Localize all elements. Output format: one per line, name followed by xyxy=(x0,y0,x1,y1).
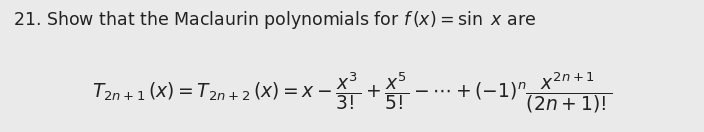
Text: $T_{2n+1}\,(x) = T_{2n+2}\,(x) = x - \dfrac{x^3}{3!} + \dfrac{x^5}{5!} - \cdots : $T_{2n+1}\,(x) = T_{2n+2}\,(x) = x - \df… xyxy=(92,70,612,115)
Text: 21. Show that the Maclaurin polynomials for $f\,(x) = \sin\ x$ are: 21. Show that the Maclaurin polynomials … xyxy=(13,9,536,31)
